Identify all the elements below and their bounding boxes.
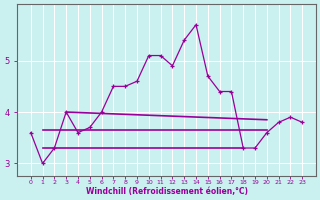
X-axis label: Windchill (Refroidissement éolien,°C): Windchill (Refroidissement éolien,°C) xyxy=(85,187,247,196)
